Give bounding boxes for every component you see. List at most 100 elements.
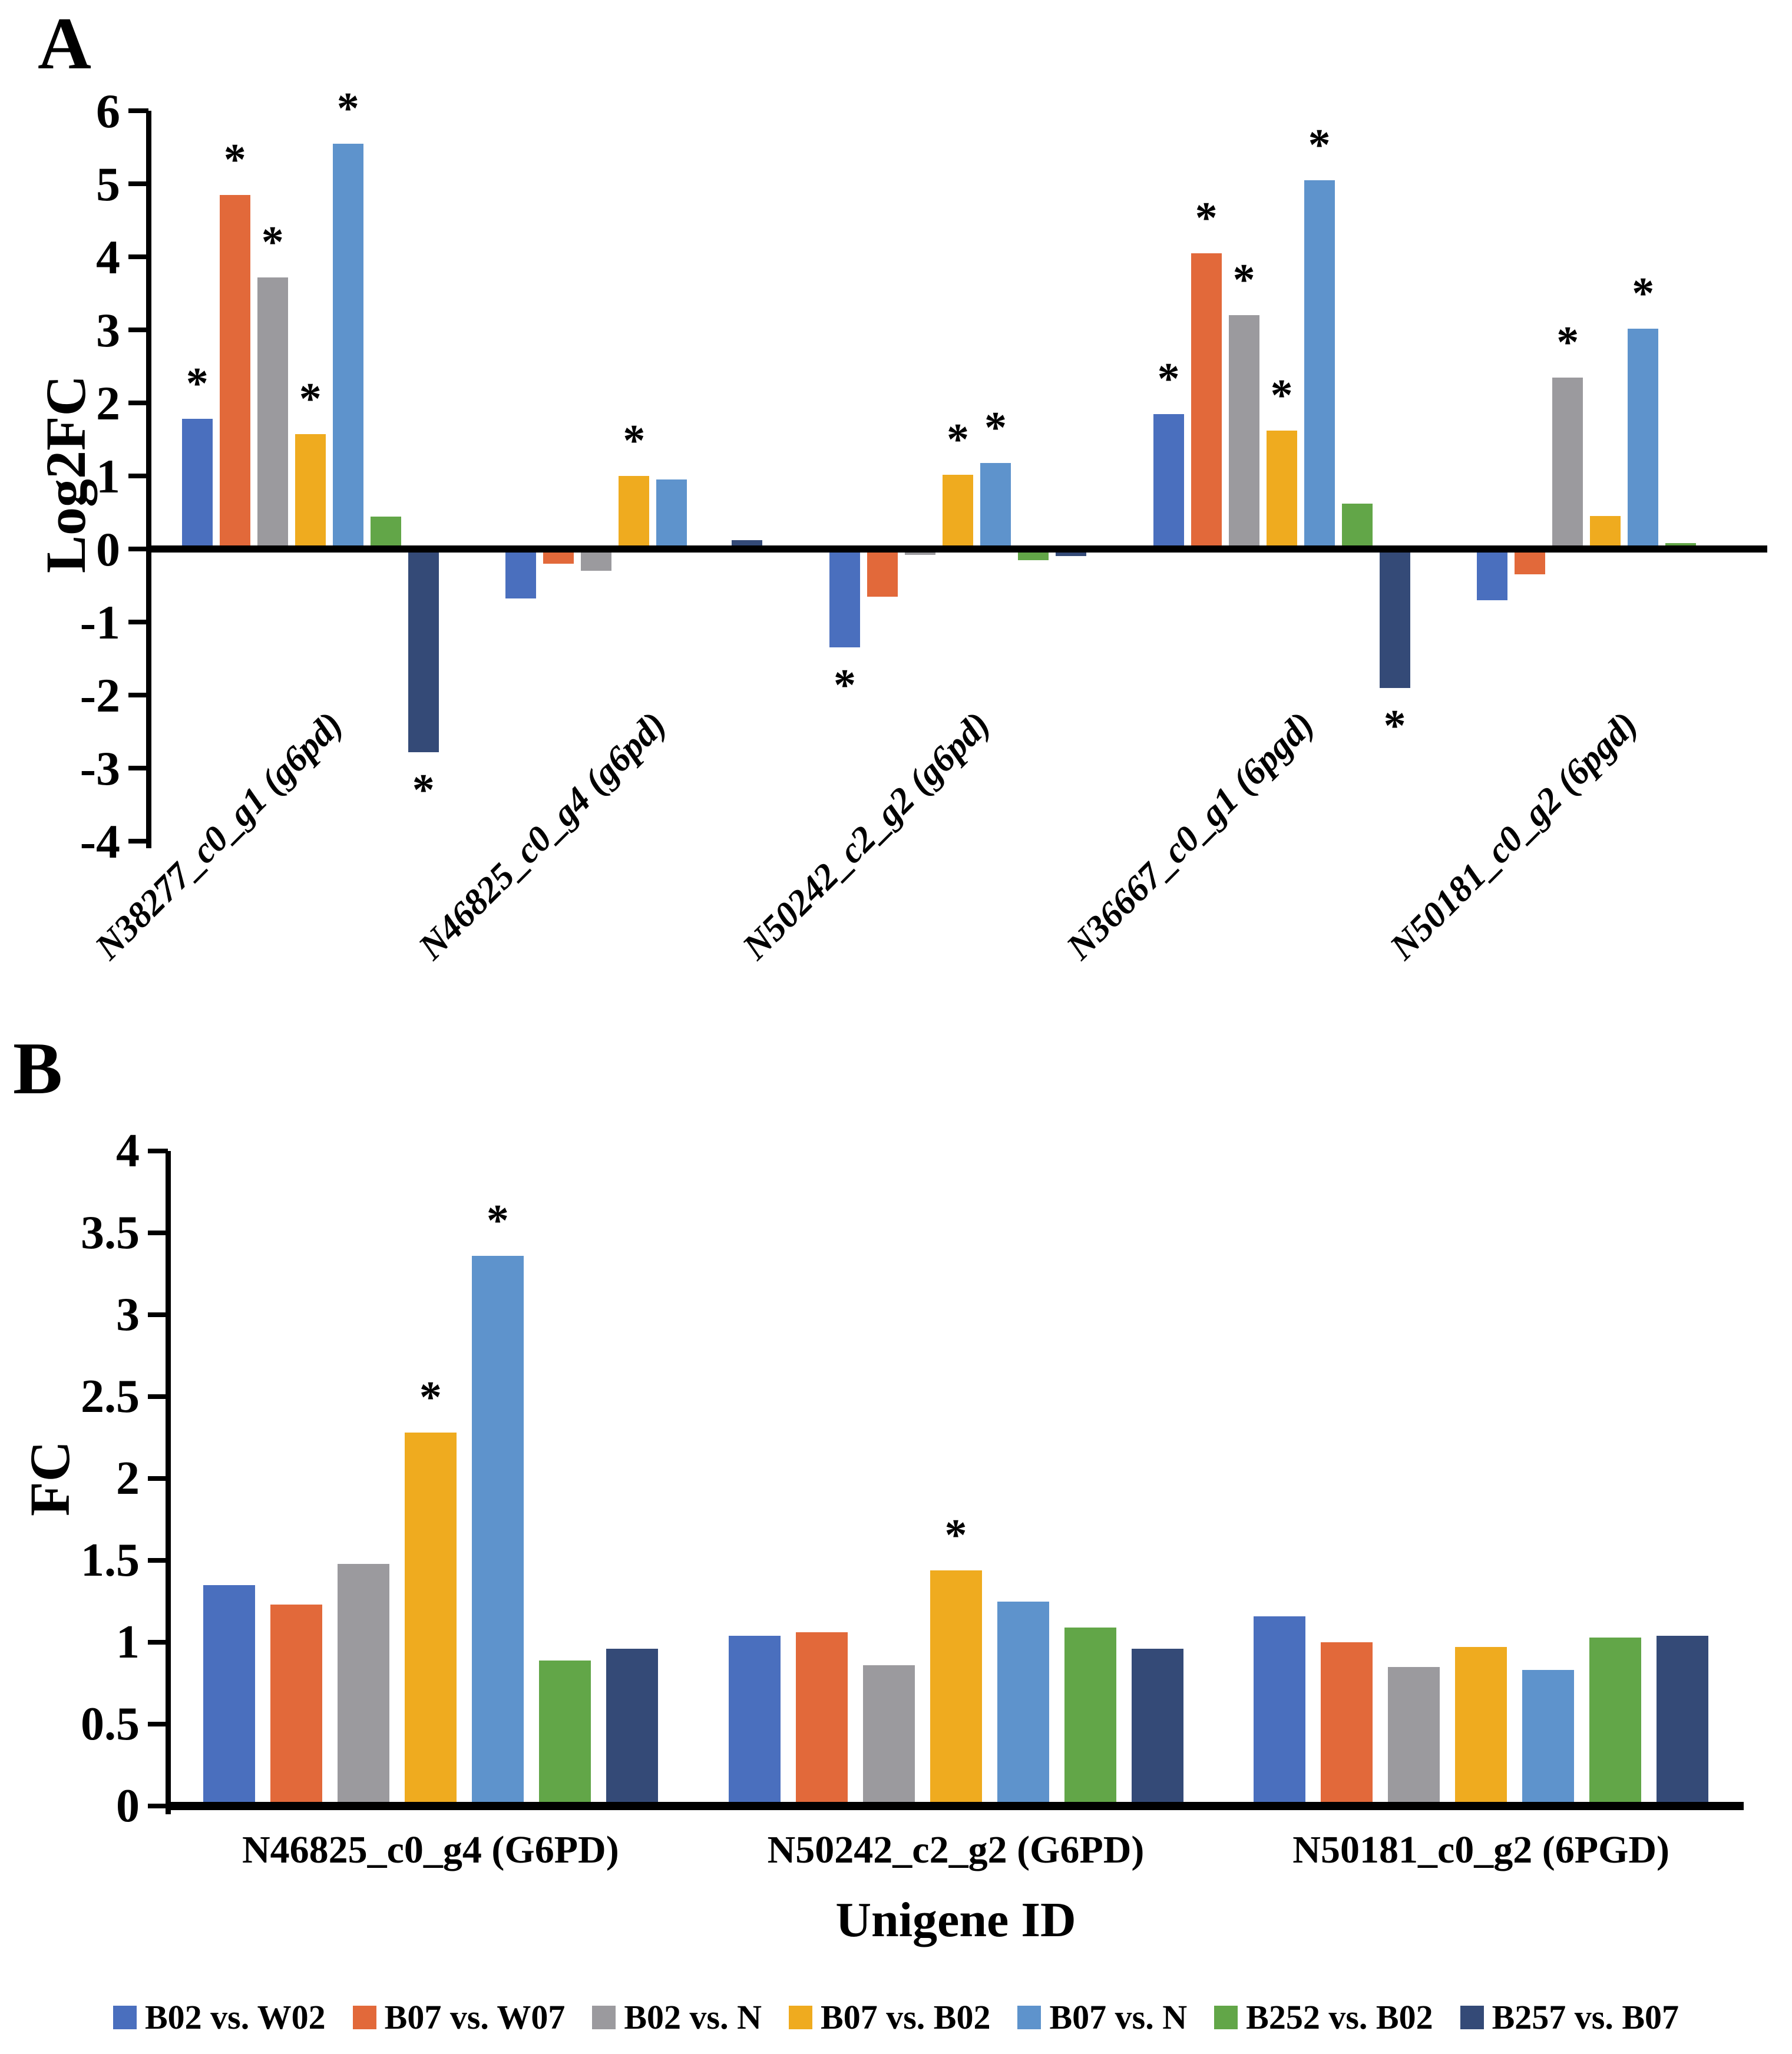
panel-b-y-tick <box>148 1394 168 1399</box>
panel-b-x-axis-title: Unigene ID <box>835 1893 1076 1947</box>
panel-a-category-label: N50242_c2_g2 (g6pd) <box>735 704 998 968</box>
panel-b-significance-star: * <box>486 1195 509 1245</box>
panel-a-y-tick <box>128 693 148 697</box>
panel-b-bar-b02-vs-w02 <box>203 1585 255 1806</box>
panel-a-bar-b02-vs-n <box>581 549 612 571</box>
panel-a-y-tick-label: -1 <box>80 596 120 649</box>
panel-b-bar-b02-vs-n <box>862 1665 915 1806</box>
panel-a-y-tick <box>128 620 148 624</box>
legend-swatch-icon <box>113 2006 137 2029</box>
panel-a-bar-b07-vs-n <box>656 479 687 549</box>
panel-a-significance-star: * <box>1556 317 1579 367</box>
panel-a-label: A <box>38 3 91 85</box>
panel-b-bar-b257-vs-b07 <box>606 1649 658 1806</box>
legend-swatch-icon <box>1460 2006 1484 2029</box>
panel-b-category-label: N50242_c2_g2 (G6PD) <box>767 1828 1145 1871</box>
panel-b-bar-b07-vs-w07 <box>270 1605 322 1806</box>
panel-a-bar-b252-vs-b02 <box>1341 504 1373 549</box>
panel-b-category-label: N46825_c0_g4 (G6PD) <box>242 1828 619 1871</box>
panel-b-bar-b02-vs-w02 <box>1254 1616 1306 1806</box>
panel-a-bar-b07-vs-w07 <box>1515 549 1546 575</box>
panel-b-y-tick-label: 4 <box>116 1125 140 1177</box>
panel-b-y-tick-label: 1 <box>116 1616 140 1668</box>
panel-a-y-tick-label: -2 <box>80 669 120 722</box>
legend-label: B07 vs. W07 <box>384 1998 566 2036</box>
panel-b-y-tick-label: 0.5 <box>81 1698 140 1750</box>
panel-b-bar-b252-vs-b02 <box>1064 1627 1116 1806</box>
panel-a-significance-star: * <box>947 414 969 464</box>
panel-a-bar-b07-vs-w07 <box>867 549 898 597</box>
panel-a-y-tick <box>128 839 148 844</box>
legend-swatch-icon <box>1017 2006 1042 2029</box>
panel-a-bar-b07-vs-b02 <box>619 476 650 549</box>
panel-b-bar-b02-vs-w02 <box>728 1635 781 1806</box>
panel-a-significance-star: * <box>623 416 646 465</box>
panel-a-bar-b07-vs-b02 <box>295 434 326 549</box>
panel-b-significance-star: * <box>944 1510 967 1560</box>
panel-a-y-tick-label: 6 <box>96 84 120 138</box>
panel-a-significance-star: * <box>1195 193 1218 243</box>
legend-label: B02 vs. N <box>624 1998 762 2036</box>
panel-a-y-tick <box>128 401 148 405</box>
panel-a-bar-b252-vs-b02 <box>370 517 401 549</box>
panel-b-bar-b252-vs-b02 <box>538 1660 591 1806</box>
panel-a-bar-b07-vs-n <box>980 462 1011 549</box>
panel-b-y-tick <box>148 1476 168 1481</box>
panel-a-y-tick-label: 5 <box>96 157 120 211</box>
panel-b-y-tick-label: 3 <box>116 1289 140 1341</box>
legend-label: B257 vs. B07 <box>1492 1998 1679 2036</box>
panel-a-baseline <box>148 545 1767 553</box>
panel-b-y-tick-label: 1.5 <box>81 1534 140 1586</box>
legend-label: B252 vs. B02 <box>1246 1998 1433 2036</box>
legend-item-b07-vs-b02: B07 vs. B02 <box>789 2000 990 2035</box>
panel-a-y-tick <box>128 328 148 332</box>
panel-a-y-tick-label: 2 <box>96 376 120 430</box>
panel-a-category-label: N36667_c0_g1 (6pgd) <box>1059 704 1322 968</box>
panel-a-significance-star: * <box>834 660 856 710</box>
panel-a-bar-b07-vs-b02 <box>1266 431 1297 549</box>
panel-a-y-tick-label: -4 <box>80 815 120 868</box>
panel-b-y-tick <box>148 1149 168 1153</box>
panel-a-bar-b02-vs-w02 <box>181 419 213 549</box>
panel-a-significance-star: * <box>1232 255 1255 305</box>
panel-a-significance-star: * <box>261 217 284 267</box>
panel-a-y-tick <box>128 474 148 478</box>
legend-swatch-icon <box>592 2006 616 2029</box>
panel-a-y-tick-label: 0 <box>96 522 120 576</box>
panel-b-label: B <box>13 1028 63 1110</box>
legend-swatch-icon <box>1214 2006 1238 2029</box>
panel-a-significance-star: * <box>1270 371 1293 421</box>
legend-label: B02 vs. W02 <box>144 1998 326 2036</box>
panel-a-y-tick <box>128 181 148 186</box>
panel-a-significance-star: * <box>186 359 209 409</box>
panel-a-significance-star: * <box>984 402 1007 452</box>
panel-b-bar-b252-vs-b02 <box>1589 1637 1642 1806</box>
panel-a-significance-star: * <box>412 765 435 815</box>
panel-b-bar-b07-vs-n <box>997 1601 1049 1806</box>
panel-a-bar-b07-vs-w07 <box>219 194 250 549</box>
legend-item-b07-vs-w07: B07 vs. W07 <box>352 1998 566 2036</box>
panel-a-bar-b02-vs-n <box>257 277 288 549</box>
panel-b-y-tick <box>148 1312 168 1317</box>
panel-a-bar-b07-vs-n <box>1304 180 1335 549</box>
panel-a-significance-star: * <box>1383 700 1406 750</box>
panel-b-category-label: N50181_c0_g2 (6PGD) <box>1292 1828 1670 1871</box>
panel-a-significance-star: * <box>1308 120 1331 170</box>
panel-a-significance-star: * <box>336 83 359 133</box>
panel-a-bar-b02-vs-n <box>1552 377 1583 549</box>
panel-b-bar-b07-vs-n <box>471 1255 524 1806</box>
panel-b-y-axis-line <box>166 1151 171 1814</box>
panel-a-bar-b07-vs-b02 <box>943 474 973 549</box>
panel-b-y-tick <box>148 1558 168 1563</box>
panel-a-bar-b07-vs-n <box>1628 328 1659 549</box>
legend: B02 vs. W02 B07 vs. W07 B02 vs. N B07 vs. B… <box>0 2000 1792 2035</box>
panel-b-bar-b02-vs-n <box>1388 1666 1440 1806</box>
panel-b-bar-b07-vs-w07 <box>1321 1642 1373 1806</box>
panel-a-y-tick <box>128 108 148 113</box>
panel-a-y-tick-label: 1 <box>96 449 120 503</box>
panel-b-bar-b07-vs-b02 <box>930 1570 982 1806</box>
panel-b-significance-star: * <box>419 1372 442 1423</box>
panel-a-y-tick-label: -3 <box>80 742 120 795</box>
panel-a-bar-b07-vs-b02 <box>1590 516 1621 549</box>
